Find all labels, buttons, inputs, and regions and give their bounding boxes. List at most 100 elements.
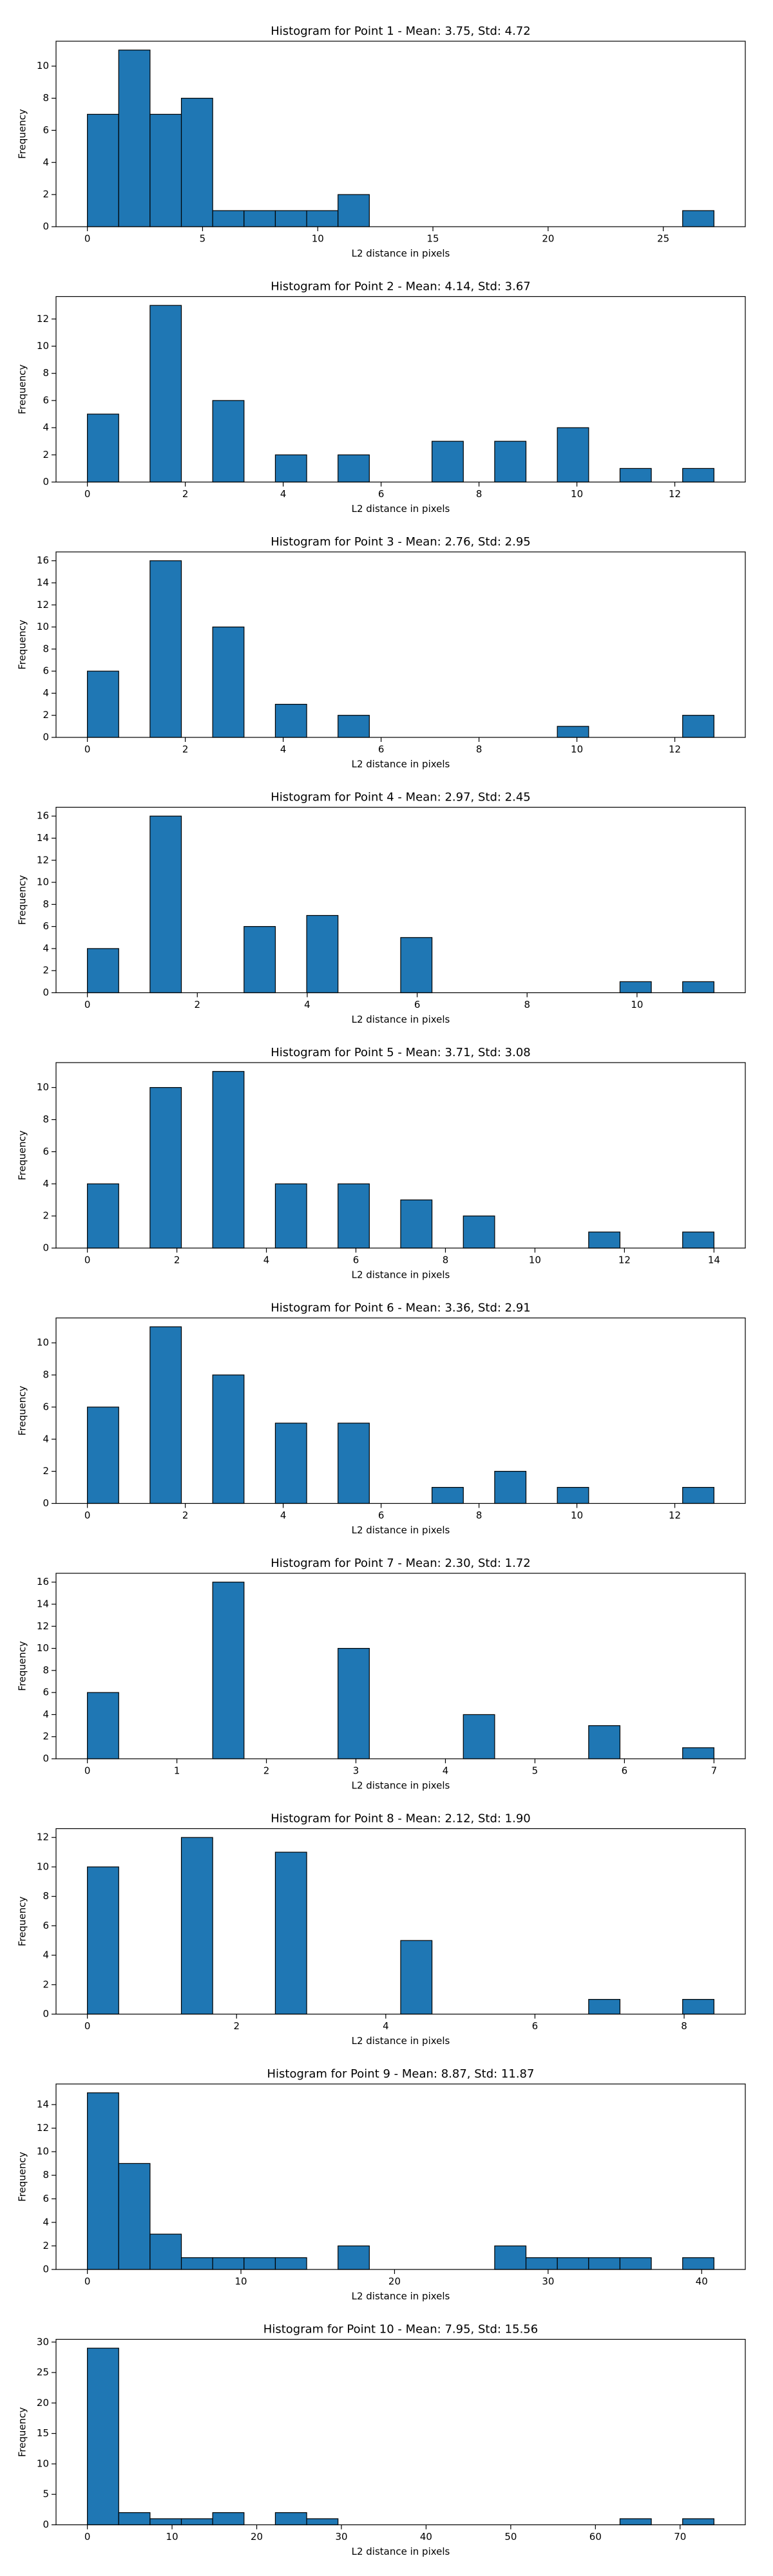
x-axis-label: L2 distance in pixels: [352, 248, 450, 260]
x-tick-label: 0: [84, 2276, 91, 2287]
bar: [274, 1852, 307, 2015]
x-axis-label: L2 distance in pixels: [352, 2546, 450, 2557]
bar: [525, 2257, 558, 2270]
x-axis-label: L2 distance in pixels: [352, 1269, 450, 1281]
y-tick-label: 0: [43, 2008, 49, 2020]
y-tick-label: 14: [37, 2099, 49, 2110]
plot-frame: [55, 2083, 746, 2270]
chart-title: Histogram for Point 3 - Mean: 2.76, Std:…: [271, 535, 531, 549]
x-tick-label: 2: [182, 488, 189, 500]
bar: [619, 981, 652, 994]
y-tick-label: 6: [43, 920, 49, 932]
bar: [338, 1423, 370, 1504]
y-tick-label: 0: [43, 987, 49, 998]
y-tick-label: 8: [43, 92, 49, 104]
bar: [180, 2257, 213, 2270]
y-tick-label: 10: [37, 876, 49, 888]
bar: [212, 400, 245, 483]
chart-title: Histogram for Point 6 - Mean: 3.36, Std:…: [271, 1302, 531, 1315]
x-tick-label: 30: [335, 2531, 347, 2543]
y-tick-label: 0: [43, 732, 49, 743]
x-tick-label: 6: [353, 1255, 359, 1266]
y-tick-label: 10: [37, 1337, 49, 1349]
bar: [682, 1486, 714, 1504]
y-tick-label: 8: [43, 1369, 49, 1381]
bar: [306, 210, 339, 227]
bar: [274, 2512, 307, 2526]
chart-title: Histogram for Point 4 - Mean: 2.97, Std:…: [271, 791, 531, 804]
x-tick-label: 10: [631, 999, 643, 1010]
chart-title: Histogram for Point 7 - Mean: 2.30, Std:…: [271, 1557, 531, 1570]
bar: [243, 2257, 276, 2270]
bar: [338, 2245, 370, 2270]
y-tick-label: 5: [43, 2488, 49, 2500]
x-axis-label: L2 distance in pixels: [352, 759, 450, 770]
x-tick-label: 6: [378, 744, 385, 755]
y-axis-label: Frequency: [17, 875, 28, 925]
x-tick-label: 40: [696, 2276, 708, 2287]
y-tick-label: 10: [37, 1861, 49, 1872]
bar: [619, 2518, 652, 2526]
y-tick-label: 16: [37, 1576, 49, 1587]
bar: [682, 1231, 714, 1249]
bar: [682, 2518, 714, 2526]
bar: [494, 1471, 527, 1504]
plot-frame: [55, 1062, 746, 1249]
y-tick-label: 2: [43, 965, 49, 976]
x-tick-label: 2: [182, 1510, 189, 1521]
x-tick-label: 4: [263, 1255, 270, 1266]
x-tick-label: 6: [532, 2020, 539, 2032]
bar: [118, 2163, 151, 2270]
bar: [87, 670, 119, 738]
bar: [682, 468, 714, 483]
y-tick-label: 6: [43, 665, 49, 677]
x-tick-label: 4: [280, 744, 287, 755]
bar: [400, 1199, 433, 1249]
y-tick-label: 2: [43, 189, 49, 200]
bar: [212, 2512, 245, 2526]
x-tick-label: 10: [312, 233, 324, 245]
y-tick-label: 6: [43, 1146, 49, 1157]
x-axis-label: L2 distance in pixels: [352, 1014, 450, 1025]
bar: [212, 1374, 245, 1504]
x-tick-label: 12: [669, 488, 681, 500]
y-tick-label: 10: [37, 60, 49, 71]
x-tick-label: 2: [174, 1255, 180, 1266]
y-tick-label: 30: [37, 2336, 49, 2347]
bar: [212, 1071, 245, 1249]
x-tick-label: 0: [84, 744, 91, 755]
chart-title: Histogram for Point 10 - Mean: 7.95, Std…: [263, 2323, 538, 2336]
x-tick-label: 1: [174, 1765, 180, 1777]
bar: [557, 427, 589, 483]
y-tick-label: 0: [43, 2519, 49, 2530]
bar: [274, 703, 307, 738]
y-tick-label: 0: [43, 1753, 49, 1765]
y-tick-label: 14: [37, 1598, 49, 1610]
bar: [274, 1183, 307, 1249]
x-tick-label: 14: [708, 1255, 720, 1266]
bar: [180, 97, 213, 227]
y-tick-label: 6: [43, 2193, 49, 2204]
y-tick-label: 12: [37, 1832, 49, 1843]
y-tick-label: 2: [43, 1210, 49, 1222]
y-tick-label: 16: [37, 810, 49, 822]
y-tick-label: 6: [43, 1401, 49, 1412]
bar: [212, 210, 245, 227]
bar: [338, 715, 370, 738]
y-axis-label: Frequency: [17, 1897, 28, 1947]
y-axis-label: Frequency: [17, 2152, 28, 2202]
y-tick-label: 4: [43, 422, 49, 433]
bar: [338, 194, 370, 227]
bar: [87, 1406, 119, 1504]
x-tick-label: 70: [674, 2531, 686, 2543]
y-tick-label: 6: [43, 1687, 49, 1698]
bar: [338, 1647, 370, 1759]
bar: [149, 2518, 182, 2526]
y-tick-label: 0: [43, 221, 49, 232]
x-tick-label: 10: [571, 744, 583, 755]
x-tick-label: 0: [84, 1510, 91, 1521]
x-tick-label: 6: [414, 999, 421, 1010]
bar: [619, 2257, 652, 2270]
bar: [400, 937, 433, 994]
bar: [212, 626, 245, 738]
